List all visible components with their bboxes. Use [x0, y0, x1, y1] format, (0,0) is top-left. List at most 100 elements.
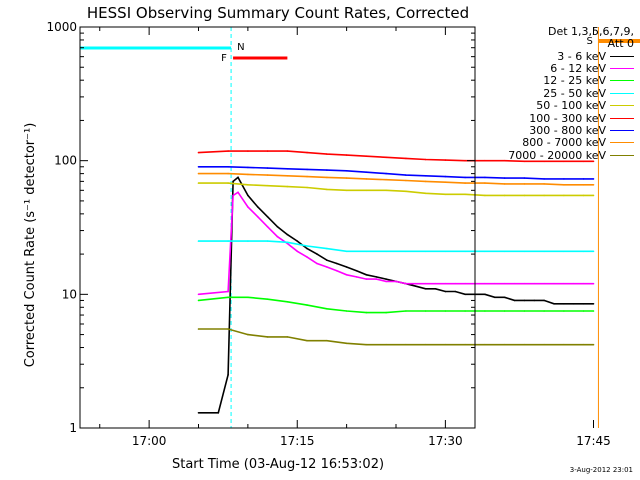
data-point	[385, 172, 387, 175]
y-tick-label: 1000	[46, 20, 77, 34]
data-point	[582, 310, 585, 312]
data-point	[513, 282, 516, 285]
data-point	[326, 153, 328, 155]
legend-rows: 3 - 6 keV 6 - 12 keV 12 - 25 keV 25 - 50 ke…	[478, 50, 638, 162]
data-point	[484, 176, 486, 179]
legend-entry: 300 - 800 keV	[478, 124, 638, 137]
data-point	[503, 296, 506, 299]
plot-axes: 17:0017:1517:3017:4518:0018:1518:3011010…	[46, 20, 610, 448]
data-point	[286, 336, 289, 338]
data-point	[592, 343, 595, 346]
legend-entry-label: 7000 - 20000 keV	[508, 148, 606, 162]
data-point	[543, 282, 545, 285]
data-point	[444, 290, 447, 293]
data-point	[266, 240, 269, 242]
data-point	[494, 282, 496, 285]
data-point	[227, 328, 229, 330]
data-point	[345, 189, 348, 192]
data-point	[464, 182, 466, 184]
series-6-12-kev	[197, 191, 595, 296]
data-point	[306, 186, 308, 189]
data-point	[464, 193, 466, 196]
data-point	[503, 183, 506, 185]
data-point	[286, 233, 289, 236]
data-point	[326, 188, 328, 191]
data-point	[454, 282, 457, 285]
data-point	[227, 240, 229, 242]
data-point	[582, 303, 585, 305]
data-point	[444, 310, 447, 312]
data-point	[365, 311, 368, 314]
data-point	[197, 166, 200, 168]
y-tick-label: 100	[54, 154, 77, 168]
data-point	[592, 184, 595, 186]
data-point	[306, 304, 308, 306]
legend-title-line-2: Att 0	[607, 37, 634, 50]
data-point	[266, 226, 269, 228]
data-point	[385, 156, 387, 159]
data-point	[543, 194, 545, 197]
data-point	[424, 158, 427, 161]
data-point	[345, 154, 348, 156]
y-tick-label: 1	[69, 421, 77, 435]
data-point	[306, 256, 308, 258]
series-line	[198, 166, 594, 180]
data-point	[592, 194, 595, 197]
series-line	[198, 191, 594, 296]
data-point	[197, 151, 200, 154]
data-point	[484, 293, 486, 296]
data-point	[336, 270, 338, 272]
data-point	[247, 166, 249, 169]
legend: Det 1,3,5,6,7,9, Att 0 3 - 6 keV 6 - 12 k…	[478, 26, 638, 162]
data-point	[424, 288, 427, 290]
data-point	[484, 343, 486, 346]
data-point	[375, 278, 378, 280]
legend-entry-swatch	[610, 130, 634, 132]
data-point	[563, 250, 565, 253]
data-point	[247, 296, 249, 299]
data-point	[563, 194, 565, 197]
series-line	[198, 176, 594, 414]
data-point	[405, 157, 407, 160]
x-tick-label: 17:00	[132, 434, 167, 448]
data-point	[296, 240, 299, 242]
legend-entry: 25 - 50 keV	[478, 87, 638, 100]
data-point	[286, 168, 289, 170]
data-point	[444, 175, 447, 178]
chart-title: HESSI Observing Summary Count Rates, Cor…	[87, 4, 469, 22]
legend-entry-label: 800 - 7000 keV	[522, 136, 606, 150]
data-point	[247, 240, 249, 242]
data-point	[434, 288, 437, 290]
data-point	[355, 270, 358, 272]
y-tick-label: 10	[62, 287, 77, 301]
data-point	[365, 278, 368, 280]
data-point	[582, 178, 585, 180]
data-point	[247, 184, 249, 186]
data-point	[306, 175, 308, 178]
data-point	[197, 172, 200, 175]
data-point	[444, 282, 447, 285]
data-point	[523, 194, 526, 197]
data-point	[375, 276, 378, 278]
data-point	[553, 303, 555, 305]
data-point	[563, 178, 565, 180]
data-point	[286, 175, 289, 177]
data-point	[424, 343, 427, 346]
data-point	[563, 310, 565, 312]
y-axis-label: Corrected Count Rate (s⁻¹ detector⁻¹)	[23, 123, 38, 368]
data-point	[503, 310, 506, 312]
data-point	[543, 183, 545, 185]
data-point	[484, 282, 486, 285]
series-line	[198, 328, 594, 346]
data-point	[385, 178, 387, 181]
data-point	[385, 343, 387, 346]
data-point	[237, 191, 239, 194]
data-point	[385, 311, 387, 314]
data-point	[266, 216, 269, 218]
legend-entry: 7000 - 20000 keV	[478, 148, 638, 162]
data-point	[464, 176, 466, 179]
data-point	[306, 245, 308, 247]
legend-entry-swatch	[610, 68, 634, 70]
series-line	[198, 182, 594, 197]
data-point	[543, 178, 545, 180]
